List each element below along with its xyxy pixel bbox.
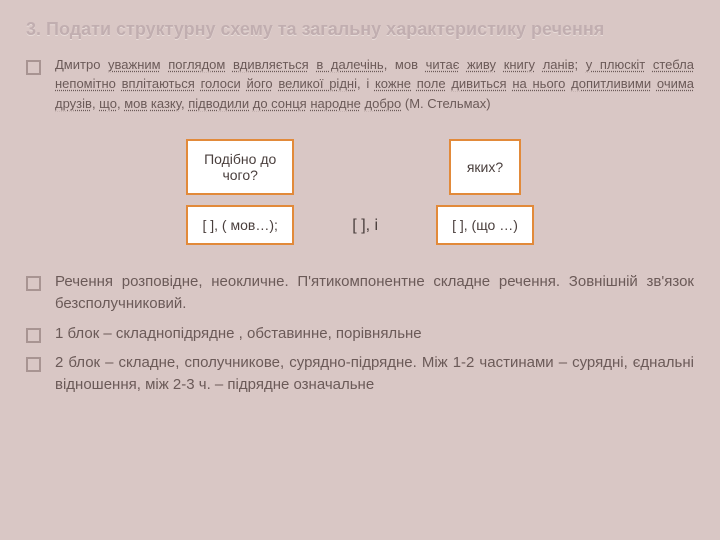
sentence-row: Дмитро уважним поглядом вдивляється в да… [26, 55, 694, 114]
characteristic-2: 1 блок – складнопідрядне , обставинне, п… [55, 323, 422, 345]
section-title: 3. Подати структурну схему та загальну х… [26, 18, 694, 41]
char-row-2: 1 блок – складнопідрядне , обставинне, п… [26, 323, 694, 345]
formula-box-1: [ ], ( мов…); [186, 205, 293, 245]
question-box-1: Подібно до чого? [186, 139, 294, 195]
bullet-icon [26, 276, 41, 291]
formula-mid: [ ], і [338, 207, 392, 245]
characteristic-1: Речення розповідне, неокличне. П'ятикомп… [55, 271, 694, 315]
char-row-1: Речення розповідне, неокличне. П'ятикомп… [26, 271, 694, 315]
bullet-icon [26, 357, 41, 372]
diagram-col-mid: [ ], і [338, 207, 392, 245]
bullet-icon [26, 328, 41, 343]
diagram-col-1: Подібно до чого? [ ], ( мов…); [186, 139, 294, 245]
characteristic-3: 2 блок – складне, сполучникове, сурядно-… [55, 352, 694, 396]
formula-box-2: [ ], (що …) [436, 205, 534, 245]
char-row-3: 2 блок – складне, сполучникове, сурядно-… [26, 352, 694, 396]
question-box-2: яких? [449, 139, 521, 195]
example-sentence: Дмитро уважним поглядом вдивляється в да… [55, 55, 694, 114]
bullet-icon [26, 60, 41, 75]
diagram: Подібно до чого? [ ], ( мов…); [ ], і як… [26, 139, 694, 245]
diagram-col-2: яких? [ ], (що …) [436, 139, 534, 245]
